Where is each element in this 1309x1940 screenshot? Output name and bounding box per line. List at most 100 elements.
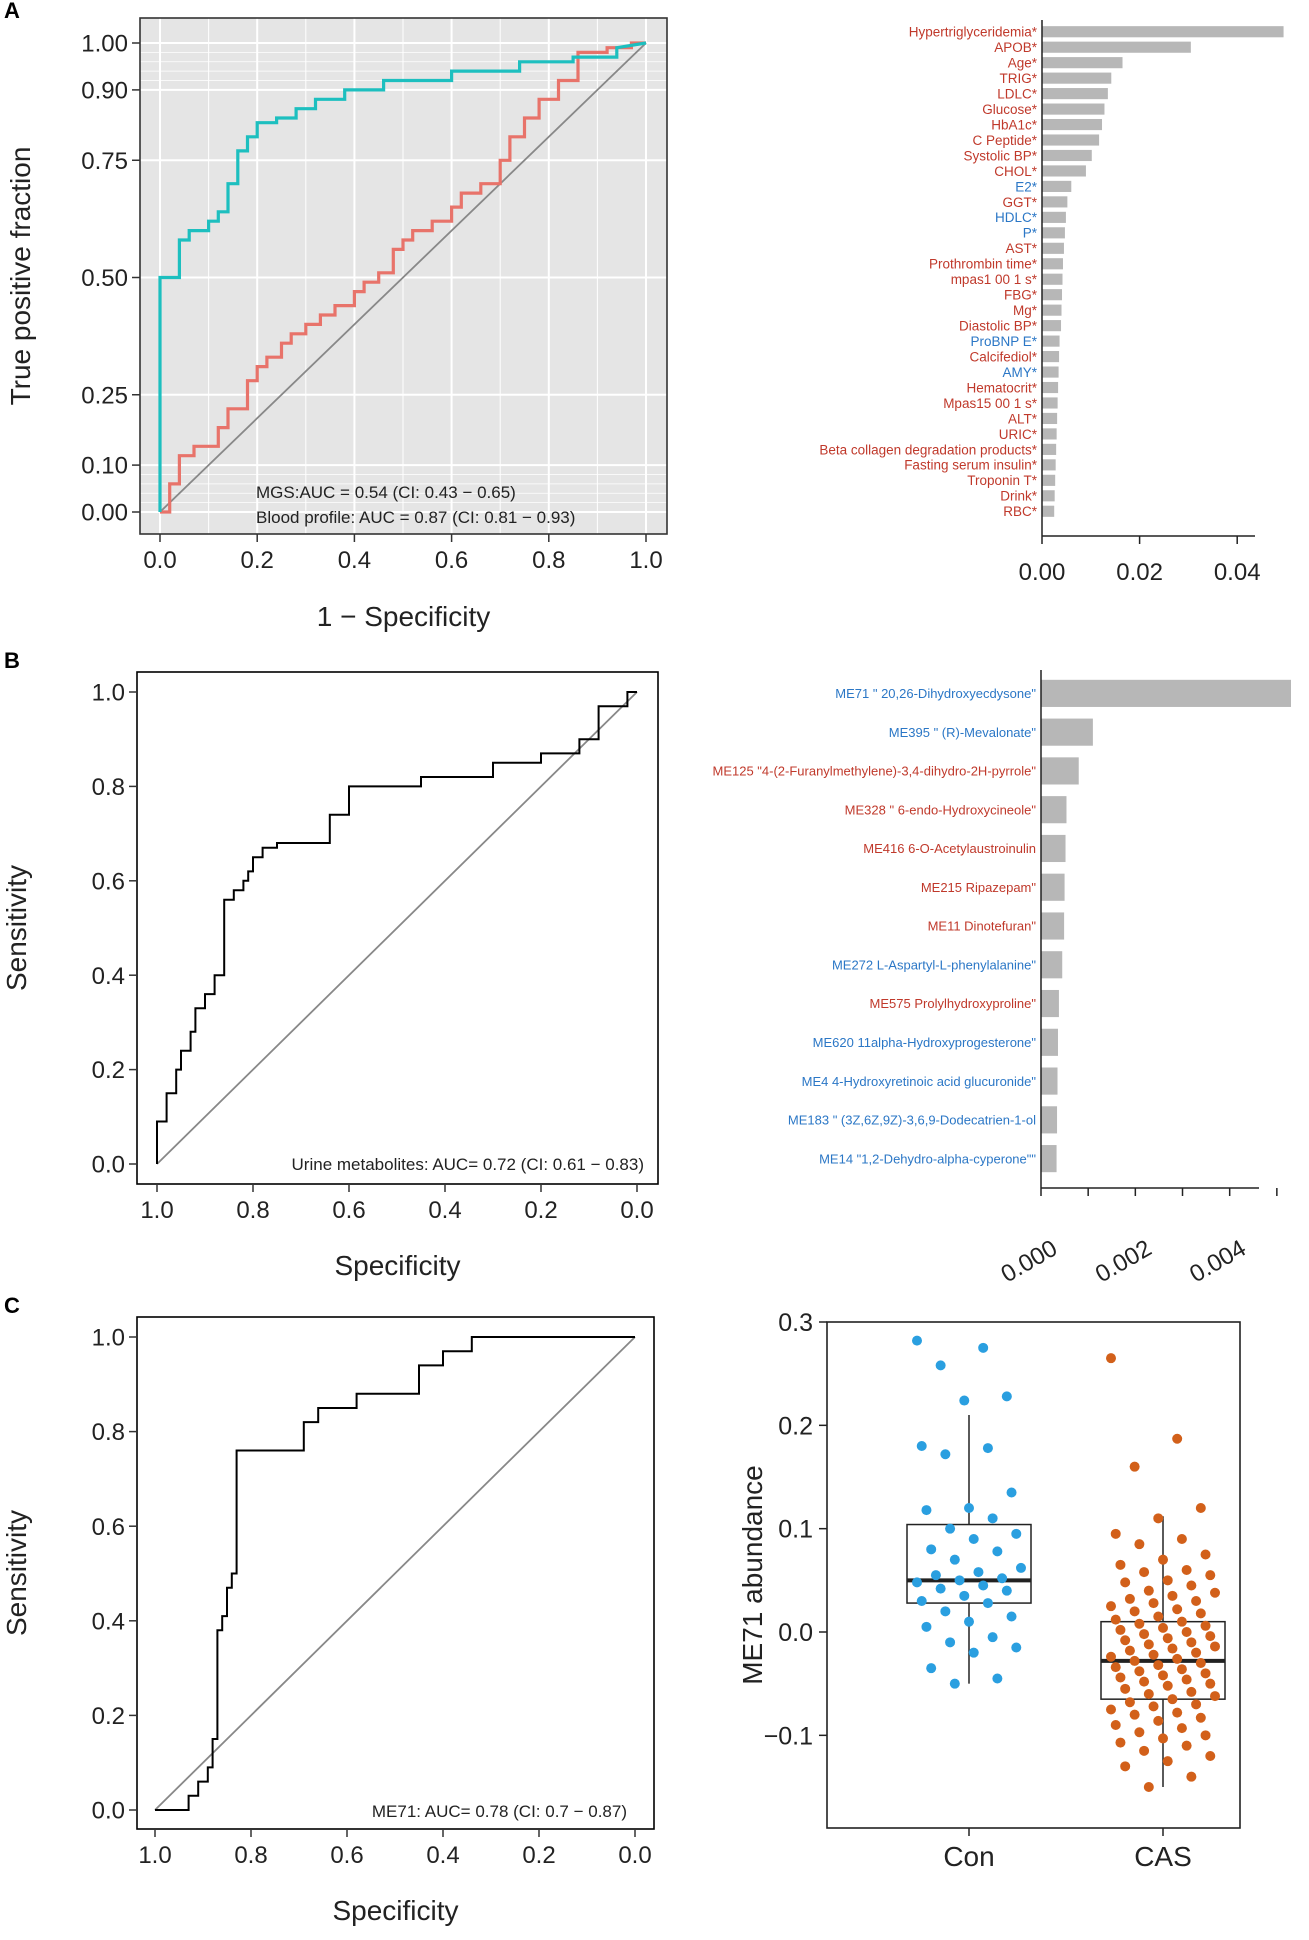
data-point bbox=[1139, 1567, 1150, 1578]
y-tick-label: 1.0 bbox=[92, 680, 125, 707]
data-point bbox=[959, 1395, 970, 1406]
panel-c-roc-chart: 1.0 0.8 0.6 0.4 0.2 0.0 0.0 0.2 0.4 0.6 0.8 1.0 Spec… bbox=[1, 1316, 655, 1926]
data-point bbox=[1162, 1633, 1173, 1644]
data-point bbox=[1110, 1720, 1121, 1730]
data-point bbox=[1134, 1666, 1145, 1677]
data-point bbox=[982, 1598, 993, 1609]
y-axis-label: ME71 abundance bbox=[737, 1465, 768, 1685]
data-point bbox=[930, 1570, 941, 1581]
data-point bbox=[1200, 1620, 1211, 1631]
feature-label: ME620 11alpha-Hydroxyprogesterone" bbox=[813, 1035, 1037, 1050]
data-point bbox=[912, 1577, 922, 1588]
data-point bbox=[1195, 1658, 1206, 1668]
y-axis-label: Sensitivity bbox=[1, 865, 32, 991]
data-point bbox=[1191, 1596, 1202, 1606]
x-tick-label: 0.8 bbox=[236, 1197, 269, 1224]
data-point bbox=[1115, 1624, 1126, 1635]
data-point bbox=[997, 1573, 1008, 1584]
data-point bbox=[1195, 1608, 1206, 1619]
plot-frame bbox=[136, 671, 659, 1185]
data-point bbox=[1106, 1704, 1116, 1715]
data-point bbox=[1186, 1771, 1197, 1782]
panel-label-c: C bbox=[4, 1293, 20, 1318]
data-point bbox=[1158, 1733, 1168, 1744]
data-point bbox=[1143, 1585, 1154, 1596]
diagonal-reference-line bbox=[154, 1336, 636, 1811]
y-tick-label: 0.2 bbox=[778, 1412, 813, 1440]
data-point bbox=[1148, 1649, 1159, 1660]
x-axis-label: Specificity bbox=[332, 1895, 458, 1926]
importance-bar bbox=[1042, 351, 1060, 363]
importance-bar bbox=[1042, 103, 1105, 115]
feature-label: AST* bbox=[1005, 241, 1037, 256]
x-tick-label: 0.0 bbox=[618, 1842, 651, 1869]
feature-label: CHOL* bbox=[994, 164, 1038, 179]
feature-label: HDLC* bbox=[995, 210, 1038, 225]
data-point bbox=[1143, 1639, 1154, 1650]
data-point bbox=[1148, 1598, 1159, 1609]
plot-frame bbox=[139, 17, 668, 535]
data-point bbox=[940, 1606, 951, 1617]
roc-curve-me71 bbox=[155, 1336, 635, 1811]
category-label: CAS bbox=[1134, 1841, 1192, 1872]
feature-label: ME183 " (3Z,6Z,9Z)-3,6,9-Dodecatrien-1-o… bbox=[788, 1113, 1036, 1128]
data-point bbox=[1106, 1651, 1116, 1662]
feature-label: ME71 " 20,26-Dihydroxyecdysone" bbox=[835, 686, 1036, 701]
data-point bbox=[964, 1503, 974, 1513]
data-point bbox=[1120, 1761, 1131, 1772]
importance-bar bbox=[1042, 366, 1059, 378]
feature-label: Calcifediol* bbox=[969, 349, 1037, 364]
importance-bar bbox=[1041, 796, 1067, 824]
data-point bbox=[1158, 1670, 1168, 1681]
data-point bbox=[1134, 1618, 1145, 1629]
data-point bbox=[1124, 1697, 1135, 1708]
data-point bbox=[1139, 1676, 1150, 1687]
feature-label: Hypertriglyceridemia* bbox=[909, 25, 1038, 40]
plot-frame bbox=[136, 1316, 655, 1830]
y-tick-label: 0.25 bbox=[81, 382, 128, 409]
y-tick-label: 0.3 bbox=[778, 1309, 813, 1337]
importance-bar bbox=[1041, 1067, 1058, 1095]
data-point bbox=[949, 1554, 960, 1565]
feature-label: P* bbox=[1023, 226, 1038, 241]
data-point bbox=[1176, 1534, 1187, 1544]
x-tick-label: 0.0 bbox=[620, 1197, 653, 1224]
importance-bar bbox=[1042, 258, 1063, 270]
feature-label: Fasting serum insulin* bbox=[904, 458, 1038, 473]
data-point bbox=[1172, 1433, 1183, 1444]
importance-bar bbox=[1042, 242, 1064, 254]
data-point bbox=[1172, 1604, 1183, 1615]
feature-label: ME215 Ripazepam" bbox=[921, 880, 1037, 895]
data-point bbox=[1011, 1528, 1022, 1539]
data-point bbox=[1120, 1577, 1131, 1588]
x-tick-label: 1.0 bbox=[138, 1842, 171, 1869]
importance-bar bbox=[1042, 397, 1058, 409]
importance-bar bbox=[1042, 474, 1056, 486]
importance-bar bbox=[1042, 459, 1056, 471]
feature-label: URIC* bbox=[999, 427, 1038, 442]
importance-bar bbox=[1042, 381, 1059, 394]
y-tick-label: 0.50 bbox=[81, 265, 128, 292]
feature-label: Hematocrit* bbox=[966, 380, 1037, 395]
data-point bbox=[1181, 1565, 1192, 1575]
importance-bar bbox=[1042, 443, 1057, 455]
data-point bbox=[954, 1575, 965, 1586]
data-point bbox=[1210, 1587, 1220, 1598]
feature-label: Mg* bbox=[1013, 303, 1038, 318]
feature-label: ME11 Dinotefuran" bbox=[928, 919, 1037, 934]
data-point bbox=[1176, 1723, 1187, 1734]
importance-bar bbox=[1042, 118, 1103, 131]
y-tick-label: 0.10 bbox=[81, 453, 128, 480]
importance-bar bbox=[1041, 951, 1063, 979]
importance-bar bbox=[1042, 289, 1063, 301]
data-point bbox=[1134, 1727, 1145, 1738]
x-axis-label: 1 − Specificity bbox=[317, 601, 491, 632]
feature-label: E2* bbox=[1015, 179, 1038, 194]
data-point bbox=[1200, 1549, 1211, 1560]
importance-bar bbox=[1041, 718, 1093, 746]
feature-label: Mpas15 00 1 s* bbox=[943, 396, 1038, 411]
x-tick-label: 0.4 bbox=[338, 547, 371, 574]
data-point bbox=[1162, 1680, 1173, 1691]
importance-bar bbox=[1042, 41, 1191, 53]
